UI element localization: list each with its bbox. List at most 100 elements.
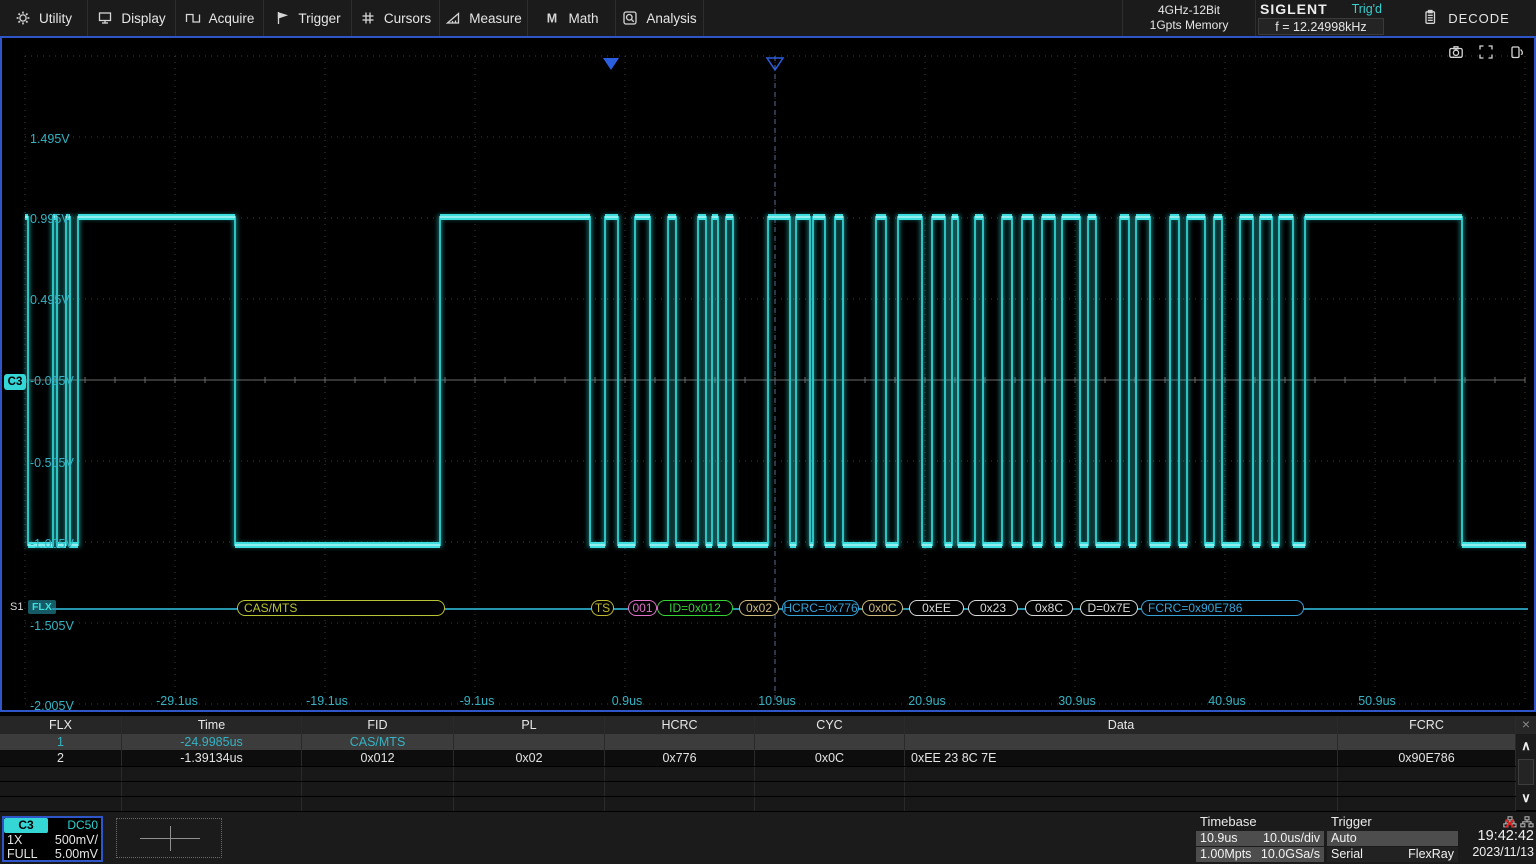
column-header-fcrc: FCRC [1338, 716, 1516, 734]
table-header-row: FLX Time FID PL HCRC CYC Data FCRC [0, 716, 1516, 734]
scroll-down-button[interactable]: ∨ [1521, 790, 1531, 805]
table-empty-cell [122, 782, 302, 796]
table-row[interactable] [0, 796, 1516, 811]
menu-item-label: Utility [39, 10, 72, 26]
table-cell: 2 [0, 750, 122, 766]
rotate-display-icon[interactable] [1508, 44, 1524, 60]
table-empty-cell [0, 797, 122, 811]
measure-icon [445, 10, 461, 26]
menu-item-utility[interactable]: Utility [0, 0, 88, 36]
trigger-panel[interactable]: Trigger Auto Serial FlexRay [1327, 815, 1458, 862]
table-row[interactable] [0, 766, 1516, 781]
table-empty-cell [122, 767, 302, 781]
graticule-and-waveform [24, 55, 1526, 705]
clock-date: 2023/11/13 [1472, 845, 1534, 859]
table-row[interactable]: 1 -24.9985us CAS/MTS [0, 734, 1516, 750]
decode-button[interactable]: DECODE [1396, 0, 1536, 36]
waveform-display[interactable]: 1.495V 0.995V 0.495V -0.005V -0.505V -1.005V -… [0, 36, 1536, 713]
column-header-time: Time [122, 716, 302, 734]
trigger-type: Serial [1331, 847, 1363, 861]
lan-icon [1520, 815, 1534, 828]
column-header-fid: FID [302, 716, 454, 734]
timebase-samplerate: 10.0GSa/s [1260, 847, 1320, 861]
table-row[interactable]: 2 -1.39134us 0x012 0x02 0x776 0x0C 0xEE 23 8C … [0, 750, 1516, 766]
channel-offset-marker[interactable]: C3 [4, 374, 27, 390]
table-empty-cell [302, 767, 454, 781]
acquisition-info[interactable]: 4GHz-12Bit 1Gpts Memory [1122, 0, 1256, 36]
fullscreen-icon[interactable] [1478, 44, 1494, 60]
menu-item-label: Math [568, 10, 599, 26]
decode-bubble: 0x8C [1025, 600, 1073, 616]
decode-bus-label: S1 [10, 601, 24, 613]
trigger-title: Trigger [1331, 814, 1372, 829]
column-header-cyc: CYC [755, 716, 905, 734]
table-empty-cell [755, 767, 905, 781]
column-header-hcrc: HCRC [605, 716, 755, 734]
decode-bubble: ID=0x012 [657, 600, 733, 616]
siglent-logo: SIGLENT [1260, 1, 1328, 17]
menu-item-trigger[interactable]: Trigger [264, 0, 352, 36]
table-cell: 0x0C [755, 750, 905, 766]
scroll-up-button[interactable]: ∧ [1521, 738, 1531, 753]
table-cell [605, 734, 755, 750]
table-cell: 0x90E786 [1338, 750, 1516, 766]
table-cell [905, 734, 1338, 750]
clipboard-icon [1422, 9, 1438, 28]
table-cell: 0x776 [605, 750, 755, 766]
table-cell: -24.9985us [122, 734, 302, 750]
table-cell: -1.39134us [122, 750, 302, 766]
timebase-points: 1.00Mpts [1200, 847, 1252, 861]
menu-item-analysis[interactable]: Analysis [616, 0, 704, 36]
decode-bubble: CAS/MTS [237, 600, 445, 616]
menu-item-label: Trigger [298, 10, 341, 26]
column-header-pl: PL [454, 716, 605, 734]
menu-item-acquire[interactable]: Acquire [176, 0, 264, 36]
table-cell: 0x02 [454, 750, 605, 766]
top-menu-bar: Utility Display Acquire Trigger Cursors Measu… [0, 0, 1536, 36]
table-cell [454, 734, 605, 750]
table-empty-cell [755, 782, 905, 796]
channel-offset: 5.00mV [54, 847, 98, 861]
channel-name-badge: C3 [4, 818, 48, 833]
time-axis-label: -9.1us [459, 694, 495, 708]
table-cell: CAS/MTS [302, 734, 454, 750]
table-empty-cell [905, 782, 1338, 796]
time-axis-label: 30.9us [1058, 694, 1096, 708]
table-cell [1338, 734, 1516, 750]
voltage-axis-label: 0.495V [30, 293, 70, 307]
channel-bandwidth: FULL [7, 847, 38, 861]
voltage-axis-label: 1.495V [30, 132, 70, 146]
lan-disconnected-icon [1503, 815, 1517, 829]
table-empty-cell [605, 782, 755, 796]
table-empty-cell [1338, 797, 1516, 811]
menu-item-display[interactable]: Display [88, 0, 176, 36]
table-empty-cell [122, 797, 302, 811]
menu-item-measure[interactable]: Measure [440, 0, 528, 36]
time-axis-label: 20.9us [908, 694, 946, 708]
math-icon: M [544, 10, 560, 26]
voltage-axis-label: -2.005V [30, 699, 74, 713]
add-channel-slot[interactable] [116, 818, 222, 858]
table-row[interactable] [0, 781, 1516, 796]
menu-item-math[interactable]: M Math [528, 0, 616, 36]
scroll-track[interactable] [1518, 759, 1534, 785]
trigger-frequency: f = 12.24998kHz [1258, 18, 1384, 35]
decode-bus-badge: FLX [28, 600, 56, 614]
time-axis-label: 40.9us [1208, 694, 1246, 708]
channel-c3-box[interactable]: C3 DC50 1X 500mV/ FULL 5.00mV [2, 816, 103, 862]
display-icon [97, 10, 113, 26]
bottom-status-bar: C3 DC50 1X 500mV/ FULL 5.00mV Timebase 1… [0, 812, 1536, 864]
menu-item-label: Analysis [646, 10, 697, 26]
timebase-panel[interactable]: Timebase 10.9us 10.0us/div 1.00Mpts 10.0… [1196, 815, 1324, 862]
screenshot-camera-icon[interactable] [1448, 44, 1464, 60]
decode-bubble: 0x0C [862, 600, 903, 616]
acquisition-bandwidth: 4GHz-12Bit [1157, 3, 1221, 17]
menu-item-label: Measure [469, 10, 522, 26]
channel-coupling: DC50 [67, 818, 98, 832]
decode-bubble: 001 [628, 600, 657, 616]
table-close-button[interactable]: × [1516, 716, 1536, 734]
menu-item-cursors[interactable]: Cursors [352, 0, 440, 36]
table-cell: 0x012 [302, 750, 454, 766]
channel-attenuation: 1X [7, 833, 23, 847]
decode-bubble: HCRC=0x776 [782, 600, 859, 616]
